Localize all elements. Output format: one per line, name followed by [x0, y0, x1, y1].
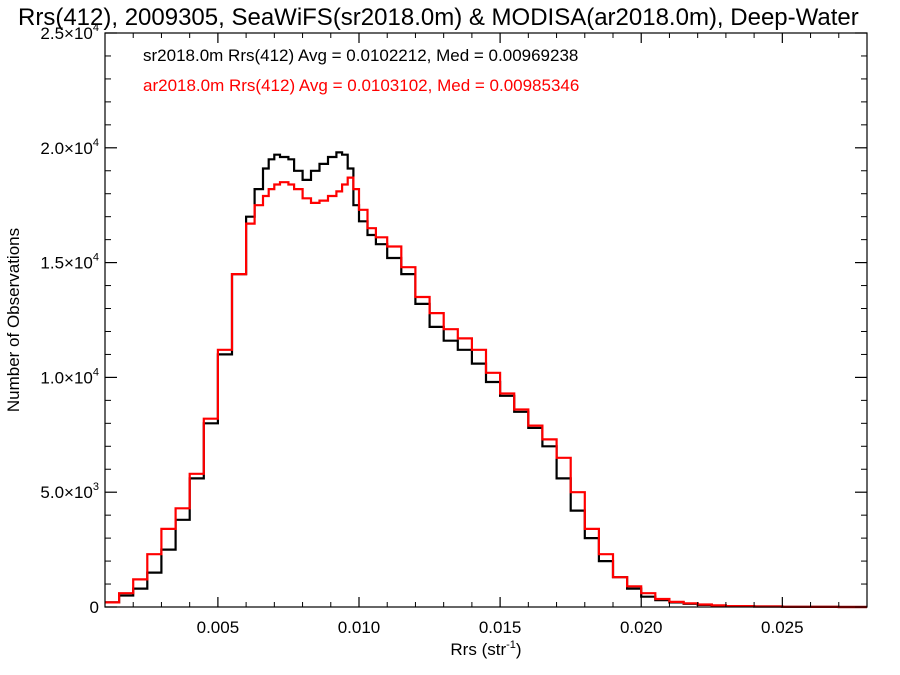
- plot-area: 0.005 0.010 0.015 0.020 0.025 0 5.0×103 1.0×10…: [40, 22, 868, 637]
- x-tick-label: 0.020: [620, 618, 663, 637]
- x-tick-label: 0.010: [338, 618, 381, 637]
- y-tick-label: 2.5×104: [40, 22, 99, 43]
- chart-title: Rrs(412), 2009305, SeaWiFS(sr2018.0m) & …: [18, 4, 859, 31]
- legend: sr2018.0m Rrs(412) Avg = 0.0102212, Med …: [143, 46, 579, 95]
- y-tick-label: 0: [90, 598, 99, 617]
- x-axis-label-end: ): [516, 640, 522, 659]
- legend-entry-sr2018: sr2018.0m Rrs(412) Avg = 0.0102212, Med …: [143, 46, 578, 65]
- x-axis-ticks: 0.005 0.010 0.015 0.020 0.025: [104, 33, 868, 637]
- x-axis-label: Rrs (str-1): [450, 639, 521, 659]
- y-tick-label: 1.0×104: [40, 366, 99, 387]
- legend-entry-ar2018: ar2018.0m Rrs(412) Avg = 0.0103102, Med …: [143, 76, 579, 95]
- x-axis-label-sup: -1: [506, 639, 516, 651]
- y-tick-label: 5.0×103: [40, 481, 99, 502]
- series-line-sr2018.0m: [105, 151, 867, 609]
- y-axis-label: Number of Observations: [4, 228, 23, 412]
- y-tick-label: 2.0×104: [40, 137, 99, 158]
- series-layer: [105, 151, 867, 609]
- plot-frame: [104, 32, 868, 608]
- x-tick-label: 0.005: [197, 618, 240, 637]
- y-axis-ticks: 0 5.0×103 1.0×104 1.5×104 2.0×104 2.5×104: [40, 22, 867, 617]
- x-tick-label: 0.015: [479, 618, 522, 637]
- series-line-ar2018.0m: [105, 176, 867, 609]
- x-axis-label-main: Rrs (str: [450, 640, 506, 659]
- y-tick-label: 1.5×104: [40, 252, 99, 273]
- x-tick-label: 0.025: [761, 618, 804, 637]
